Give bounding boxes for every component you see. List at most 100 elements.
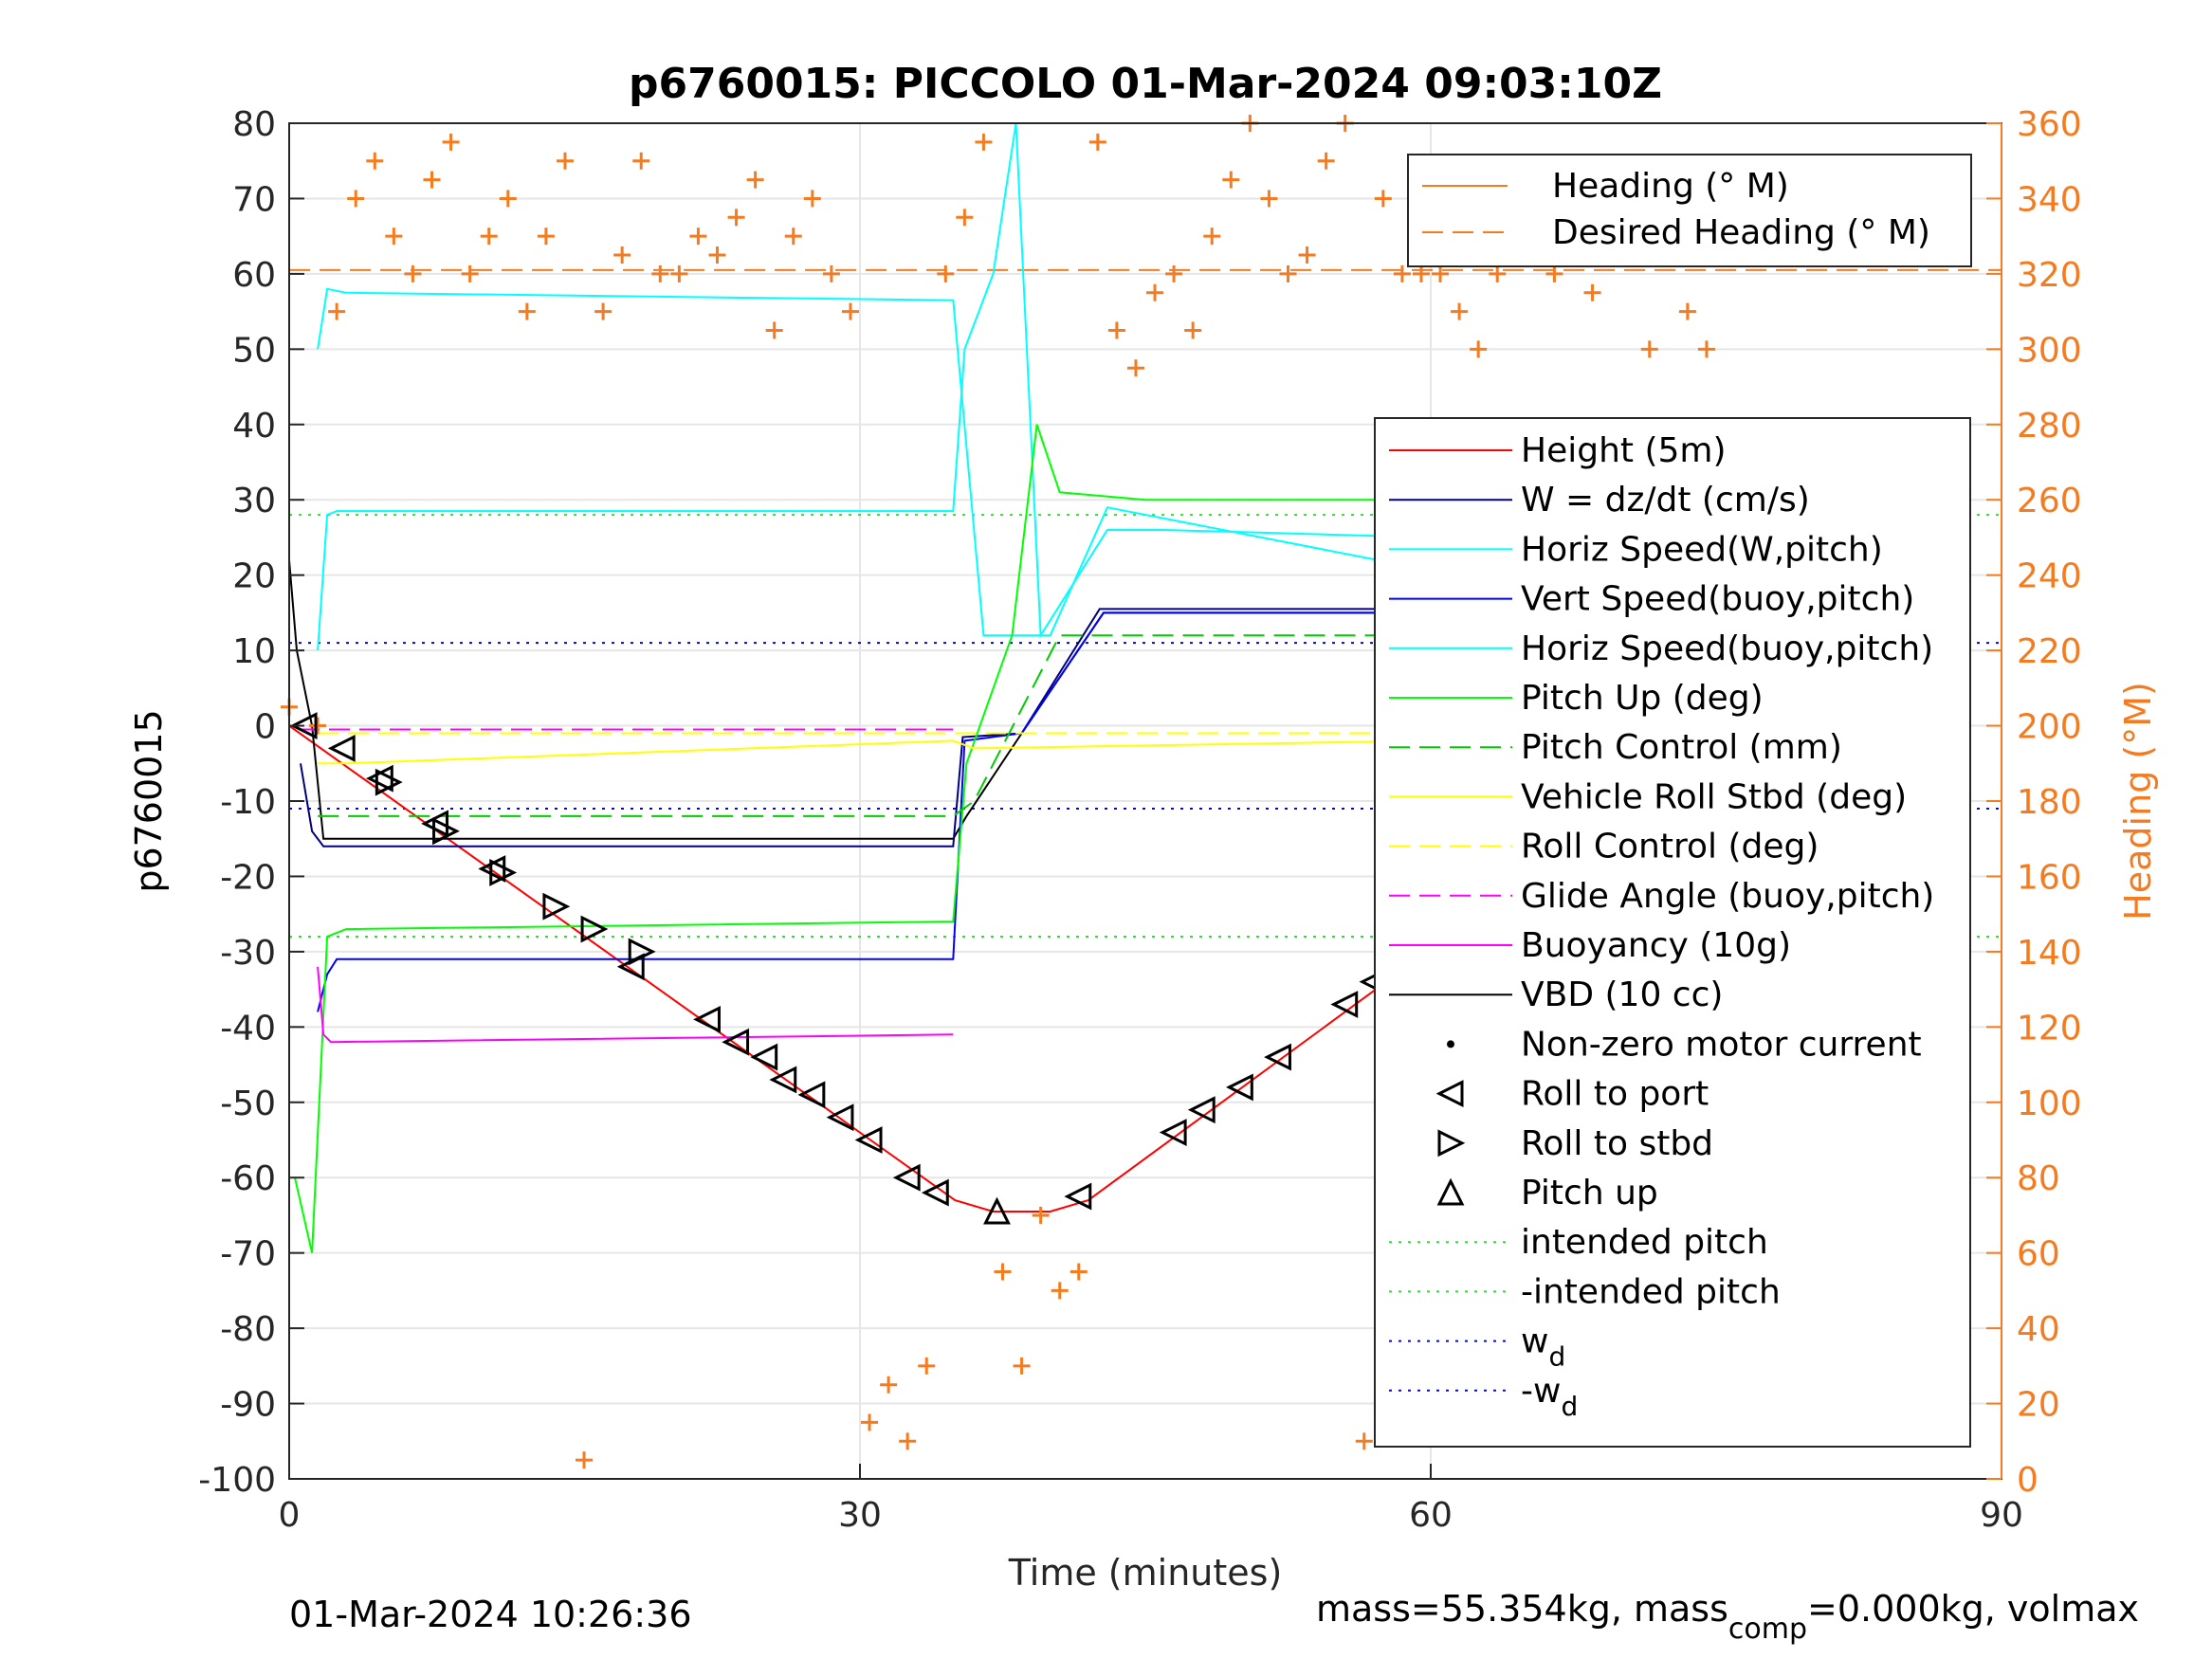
marker-pitch-up <box>983 1196 1011 1225</box>
marker-roll-to-stbd <box>375 768 403 796</box>
y-tick-label: -80 <box>220 1310 276 1349</box>
x-tick-label: 60 <box>1409 1496 1453 1535</box>
footer-mass-sub: comp <box>1728 1613 1807 1646</box>
marker-roll-to-port <box>769 1066 797 1094</box>
marker-roll-to-stbd <box>432 817 460 846</box>
heading-point <box>632 152 650 170</box>
legend-main-label: Roll Control (deg) <box>1521 828 1819 866</box>
heading-point <box>956 209 974 227</box>
legend-main-label: Pitch up <box>1521 1174 1658 1212</box>
y2-tick-label: 80 <box>2017 1159 2060 1198</box>
marker-roll-to-port <box>289 712 318 739</box>
y-axis-label: p6760015 <box>128 709 170 892</box>
heading-point <box>994 1263 1012 1281</box>
heading-point <box>1678 302 1696 320</box>
marker-roll-to-port <box>693 1005 721 1033</box>
y-tick-label: -20 <box>220 858 276 897</box>
heading-point <box>937 264 955 283</box>
legend-swatch <box>1435 1080 1464 1108</box>
heading-point <box>1298 246 1316 264</box>
series-buoyancy-10g <box>317 966 954 1044</box>
y2-tick-label: 0 <box>2017 1461 2038 1500</box>
heading-point <box>1374 190 1392 208</box>
heading-point <box>1069 1263 1088 1281</box>
heading-point <box>1126 359 1144 377</box>
legend-main-entry: Roll to stbd <box>1437 1124 1713 1163</box>
heading-point <box>841 302 859 320</box>
legend-main-entry: Vehicle Roll Stbd (deg) <box>1389 777 1907 816</box>
legend-main-entry: -intended pitch <box>1389 1272 1781 1311</box>
footer-mass-post: =0.000kg, volmax <box>1807 1588 2139 1630</box>
legend-main-label: Glide Angle (buoy,pitch) <box>1521 877 1934 916</box>
y-tick-label: -50 <box>220 1085 276 1123</box>
y-tick-label: 70 <box>232 180 276 219</box>
heading-point <box>366 152 384 170</box>
y2-tick-label: 220 <box>2017 632 2082 671</box>
legend-main-label: Pitch Control (mm) <box>1521 728 1842 767</box>
marker-roll-to-port <box>327 734 356 762</box>
heading-point <box>423 171 441 189</box>
y-tick-label: -10 <box>220 783 276 822</box>
legend-main-label: Horiz Speed(buoy,pitch) <box>1521 629 1933 668</box>
y2-tick-label: 240 <box>2017 557 2082 596</box>
marker-roll-to-port <box>421 810 449 838</box>
legend-main-label: Pitch Up (deg) <box>1521 679 1764 718</box>
heading-point <box>1013 1357 1031 1375</box>
heading-point <box>1222 171 1240 189</box>
heading-point <box>1203 228 1221 246</box>
y2-tick-label: 140 <box>2017 934 2082 973</box>
legend-main-entry: Buoyancy (10g) <box>1389 926 1791 965</box>
heading-point <box>1697 340 1715 358</box>
y2-tick-label: 280 <box>2017 407 2082 446</box>
legend-main-entry: Pitch Up (deg) <box>1389 679 1764 718</box>
marker-roll-to-stbd <box>628 938 656 966</box>
y2-tick-label: 320 <box>2017 256 2082 295</box>
y-tick-label: 10 <box>232 632 276 671</box>
heading-point <box>822 264 840 283</box>
marker-roll-to-port <box>826 1103 854 1132</box>
heading-point <box>442 133 460 151</box>
legend-main-label: Buoyancy (10g) <box>1521 926 1791 965</box>
y-tick-label: -60 <box>220 1159 276 1198</box>
marker-roll-to-port <box>797 1081 826 1109</box>
legend-main-entry: Pitch up <box>1436 1174 1658 1212</box>
heading-point <box>1451 302 1469 320</box>
heading-point <box>1146 283 1164 301</box>
heading-point <box>670 264 688 283</box>
y2-tick-label: 120 <box>2017 1009 2082 1048</box>
heading-point <box>594 302 612 320</box>
heading-point <box>1088 133 1106 151</box>
heading-point <box>880 1376 898 1394</box>
axis-ticks: 0 30 60 9080706050403020100-10-20-30-40-50-… <box>198 105 2081 1535</box>
marker-roll-to-port <box>921 1178 949 1207</box>
series-pitch-up-deg <box>294 424 1727 1253</box>
y2-tick-label: 260 <box>2017 482 2082 520</box>
y2-tick-label: 300 <box>2017 331 2082 370</box>
x-tick-label: 30 <box>838 1496 882 1535</box>
legend-main-label: intended pitch <box>1521 1223 1768 1262</box>
legend-main-entry: intended pitch <box>1389 1223 1768 1262</box>
heading-point <box>518 302 536 320</box>
heading-point <box>556 152 574 170</box>
legend-main-label: Vert Speed(buoy,pitch) <box>1521 580 1914 619</box>
marker-roll-to-port <box>1159 1119 1187 1146</box>
legend-main-label: Non-zero motor current <box>1521 1025 1922 1064</box>
y2-tick-label: 60 <box>2017 1235 2060 1274</box>
heading-point <box>1184 321 1202 339</box>
legend-main-entry: Horiz Speed(buoy,pitch) <box>1389 629 1933 668</box>
legend-main-label: Roll to port <box>1521 1075 1709 1114</box>
heading-point <box>1432 264 1450 283</box>
heading-point <box>1260 190 1278 208</box>
y2-tick-label: 180 <box>2017 783 2082 822</box>
x-tick-label: 90 <box>1980 1496 2023 1535</box>
heading-point <box>975 133 993 151</box>
marker-roll-to-stbd <box>489 859 518 886</box>
heading-point <box>613 246 631 264</box>
heading-point <box>727 209 745 227</box>
heading-point <box>1279 264 1297 283</box>
series-height-5m <box>288 724 1736 1212</box>
series-pitch-control-mm <box>318 634 1726 817</box>
legend-main-entry: Horiz Speed(W,pitch) <box>1389 530 1883 569</box>
legend-main-label: Vehicle Roll Stbd (deg) <box>1521 777 1907 816</box>
y-tick-label: 40 <box>232 407 276 446</box>
